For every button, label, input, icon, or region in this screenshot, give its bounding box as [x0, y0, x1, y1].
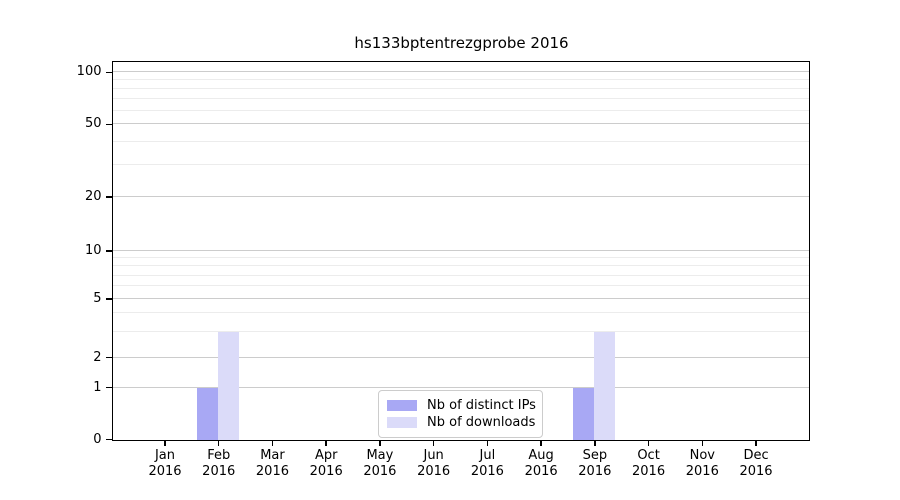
x-tick-label: Feb 2016 [189, 448, 249, 480]
x-tick-year: 2016 [202, 463, 236, 479]
x-tick-label: Jan 2016 [135, 448, 195, 480]
y-tick-mark [105, 196, 112, 198]
x-tick-label: Sep 2016 [565, 448, 625, 480]
y-tick-label: 20 [84, 189, 102, 205]
gridline-minor [113, 285, 809, 287]
chart-title: hs133bptentrezgprobe 2016 [354, 34, 569, 52]
legend-row-nb-of-downloads: Nb of downloads [387, 414, 536, 431]
x-tick-label: Jun 2016 [404, 448, 464, 480]
gridline-minor [113, 88, 809, 90]
x-tick-month: Oct [637, 447, 660, 463]
x-tick-mark [217, 441, 220, 446]
x-tick-label: Jul 2016 [457, 448, 517, 480]
plot-area [112, 61, 810, 441]
bar-nb-of-distinct-ips-feb [197, 388, 219, 440]
x-tick-label: Mar 2016 [242, 448, 302, 480]
y-tick-label: 50 [84, 116, 102, 132]
x-tick-mark [271, 441, 274, 446]
x-tick-year: 2016 [524, 463, 558, 479]
x-tick-month: Apr [314, 447, 338, 463]
x-tick-year: 2016 [685, 463, 719, 479]
gridline-minor [113, 265, 809, 267]
x-tick-year: 2016 [148, 463, 182, 479]
gridline-major [113, 196, 809, 198]
x-tick-year: 2016 [470, 463, 504, 479]
gridline-minor [113, 141, 809, 143]
x-tick-year: 2016 [739, 463, 773, 479]
gridline-minor [113, 257, 809, 259]
y-tick-label: 10 [84, 243, 102, 258]
legend-label-nb-of-distinct-ips: Nb of distinct IPs [427, 398, 536, 413]
y-tick-mark [105, 356, 112, 359]
x-tick-year: 2016 [363, 463, 397, 479]
gridline-minor [113, 98, 809, 100]
y-tick-label: 0 [93, 431, 102, 447]
x-tick-month: Nov [689, 447, 715, 463]
x-tick-mark [594, 441, 596, 446]
legend: Nb of distinct IPs Nb of downloads [378, 390, 543, 438]
gridline-major [113, 386, 809, 388]
gridline-major [113, 356, 809, 358]
gridline-major [113, 71, 809, 73]
gridline-minor [113, 109, 809, 111]
bar-nb-of-downloads-feb [218, 332, 240, 440]
gridline-minor [113, 79, 809, 81]
x-tick-mark [486, 441, 489, 446]
y-tick-label: 5 [93, 290, 102, 306]
gridline-minor [113, 312, 809, 314]
x-tick-month: Dec [743, 447, 769, 463]
gridline-minor [113, 163, 809, 165]
x-tick-mark [755, 441, 757, 446]
x-tick-label: Apr 2016 [296, 448, 356, 480]
bar-nb-of-distinct-ips-sep [573, 388, 595, 440]
x-tick-year: 2016 [309, 463, 343, 479]
x-tick-month: Jan [154, 447, 176, 463]
y-tick-mark [105, 386, 112, 389]
x-tick-month: Jul [479, 447, 496, 463]
x-tick-label: Dec 2016 [726, 448, 786, 480]
bar-nb-of-downloads-sep [594, 332, 616, 440]
x-tick-label: May 2016 [350, 448, 410, 480]
legend-row-nb-of-distinct-ips: Nb of distinct IPs [387, 397, 536, 414]
x-tick-label: Aug 2016 [511, 448, 571, 480]
y-tick-mark [105, 123, 112, 126]
x-tick-mark [325, 441, 327, 446]
x-tick-label: Nov 2016 [672, 448, 732, 480]
y-tick-mark [105, 250, 112, 252]
gridline-major [113, 297, 809, 299]
x-tick-year: 2016 [578, 463, 612, 479]
x-tick-month: Jun [423, 447, 444, 463]
x-tick-month: Feb [207, 447, 231, 463]
x-tick-month: Aug [528, 447, 554, 463]
x-tick-mark [164, 441, 166, 446]
x-tick-mark [432, 441, 435, 446]
legend-swatch-nb-of-distinct-ips [387, 400, 417, 411]
x-tick-month: May [366, 447, 394, 463]
x-tick-mark [540, 441, 542, 446]
y-tick-mark [105, 298, 112, 300]
x-tick-label: Oct 2016 [619, 448, 679, 480]
y-tick-mark [105, 438, 112, 441]
x-tick-year: 2016 [255, 463, 289, 479]
legend-label-nb-of-downloads: Nb of downloads [427, 415, 536, 430]
x-tick-month: Mar [260, 447, 285, 463]
legend-swatch-nb-of-downloads [387, 417, 417, 428]
y-tick-label: 1 [93, 379, 102, 395]
gridline-minor [113, 330, 809, 332]
x-tick-mark [701, 441, 704, 446]
gridline-major [113, 123, 809, 125]
y-tick-label: 100 [76, 64, 102, 80]
x-tick-mark [379, 441, 381, 446]
gridline-minor [113, 274, 809, 276]
x-tick-month: Sep [582, 447, 608, 463]
x-tick-mark [647, 441, 650, 446]
y-tick-mark [105, 71, 112, 74]
x-tick-year: 2016 [417, 463, 451, 479]
y-tick-label: 2 [93, 349, 102, 365]
x-tick-year: 2016 [632, 463, 666, 479]
gridline-major [113, 250, 809, 251]
